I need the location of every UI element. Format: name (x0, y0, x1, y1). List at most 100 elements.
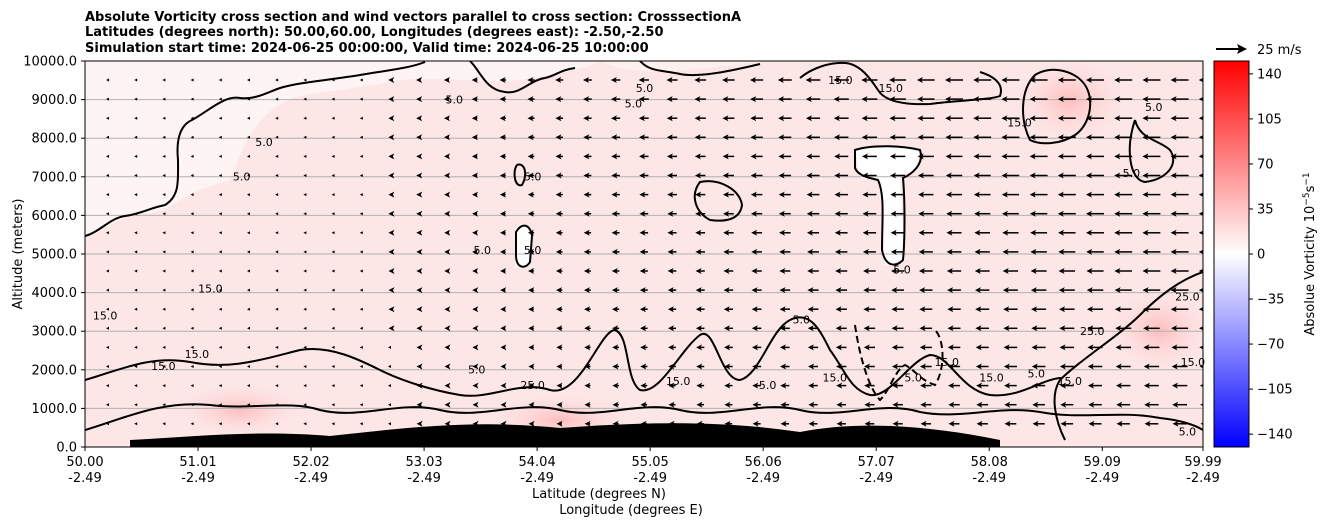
contour-label: 25.0 (520, 379, 545, 392)
wind-vector (1086, 134, 1104, 141)
wind-vector (724, 420, 733, 427)
wind-vector (416, 134, 423, 141)
x-tick-label-lon: -2.49 (972, 471, 1006, 486)
wind-vector (947, 344, 961, 351)
wind-vector (190, 269, 194, 273)
wind-vector (1142, 191, 1161, 198)
wind-vector (303, 97, 307, 101)
wind-vector (612, 344, 620, 351)
wind-vector (190, 345, 194, 349)
wind-vector (1198, 307, 1203, 312)
contour-line (469, 61, 576, 94)
wind-vector (388, 384, 391, 388)
wind-vector (1142, 96, 1161, 103)
wind-vector (388, 172, 395, 179)
x-tick-label-lon: -2.49 (181, 471, 215, 486)
wind-vector (1170, 134, 1189, 141)
colorbar-tick-label: −35 (1257, 293, 1284, 308)
wind-vector (500, 344, 507, 351)
wind-vector (779, 229, 791, 236)
wind-vector (247, 326, 250, 330)
wind-vector (218, 154, 222, 158)
wind-vector (1114, 268, 1133, 274)
y-axis: 0.0 1000.0 2000.0 3000.0 4000.0 5000.0 6000.0 7… (23, 55, 85, 456)
wind-vector (640, 401, 648, 408)
contour-label: 15.0 (151, 360, 176, 373)
wind-vector (639, 172, 649, 179)
wind-vector (1199, 364, 1203, 369)
wind-vector (555, 268, 563, 274)
wind-vector (1032, 382, 1046, 389)
wind-vector (667, 248, 677, 255)
wind-vector (892, 401, 903, 408)
plot-area (85, 61, 1203, 447)
wind-vector (1003, 325, 1018, 332)
wind-vector (275, 212, 279, 216)
wind-vector (1142, 134, 1161, 141)
wind-vector (946, 229, 962, 236)
wind-vector (247, 154, 250, 158)
wind-vector (834, 229, 848, 236)
wind-vector (918, 191, 934, 198)
colorbar-tick-label: 0 (1257, 248, 1265, 263)
x-tick-label-lon: -2.49 (407, 471, 441, 486)
wind-vector (331, 307, 335, 311)
wind-vector (218, 365, 222, 368)
wind-vector (947, 325, 961, 332)
wind-vector (303, 345, 307, 349)
wind-vector (303, 116, 307, 120)
contour-line (854, 145, 922, 266)
wind-vector (359, 345, 363, 349)
wind-vector (303, 78, 307, 82)
wind-vector (835, 306, 847, 313)
wind-vector (611, 134, 621, 141)
wind-vector (247, 250, 250, 254)
wind-vector (722, 172, 734, 179)
wind-vector (388, 248, 395, 255)
contour-label: 5.0 (1123, 167, 1141, 180)
wind-vector (555, 153, 563, 160)
wind-vector (945, 153, 963, 160)
wind-vector (416, 210, 423, 217)
wind-vector (835, 325, 847, 332)
wind-vector (611, 172, 620, 179)
wind-vector (806, 229, 820, 236)
wind-vector (778, 191, 791, 198)
wind-vector (359, 78, 363, 82)
wind-vector (331, 384, 335, 388)
wind-vector (695, 210, 706, 217)
wind-vector (275, 174, 279, 177)
wind-vector (890, 229, 905, 236)
colorbar-label: Absolue Vorticity 10−5s−1 (1302, 172, 1318, 335)
wind-vector (751, 287, 762, 294)
wind-vector (162, 97, 166, 101)
contour-line (515, 224, 534, 268)
contour-label: 5.0 (904, 371, 922, 384)
contour-label: 15.0 (979, 371, 1004, 384)
wind-vector (472, 191, 479, 198)
wind-vector (610, 77, 621, 83)
wind-vector (106, 345, 109, 349)
wind-vector (388, 96, 395, 103)
wind-vector (499, 153, 506, 160)
wind-vector (695, 287, 705, 294)
wind-vector (1002, 229, 1019, 236)
wind-vector (835, 287, 848, 294)
wind-vector (247, 365, 250, 368)
wind-vector (1142, 268, 1161, 274)
wind-vector (500, 420, 507, 427)
wind-vector (863, 306, 876, 313)
wind-vector (555, 248, 563, 255)
wind-vector (917, 172, 934, 179)
wind-vector (416, 382, 423, 389)
wind-vector (583, 77, 592, 83)
wind-vector (472, 382, 479, 389)
wind-vector (695, 268, 705, 274)
wind-vector (1029, 172, 1048, 179)
wind-vector (218, 307, 222, 311)
wind-vector (331, 212, 335, 216)
wind-vector (778, 134, 792, 141)
x-axis-label-line-2: Longitude (degrees E) (559, 503, 703, 518)
contour-label: 15.0 (198, 283, 223, 296)
wind-vector (749, 77, 764, 83)
